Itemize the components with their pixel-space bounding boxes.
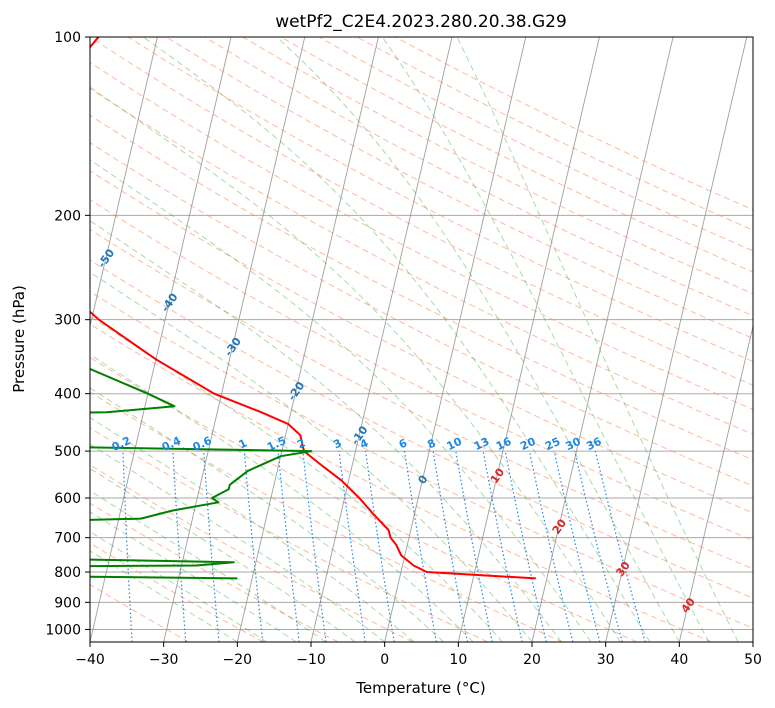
dewpoint-line bbox=[90, 367, 313, 580]
isotherm-line bbox=[90, 37, 232, 642]
isotherm-line bbox=[605, 37, 748, 642]
y-tick-label: 300 bbox=[54, 313, 81, 329]
moist-adiabat-line bbox=[90, 490, 326, 642]
profile-lines bbox=[90, 37, 536, 580]
y-tick-label: 800 bbox=[54, 565, 81, 581]
mixing-ratio-line bbox=[302, 451, 327, 642]
x-tick-label: 40 bbox=[670, 652, 688, 668]
mixing-ratio-line bbox=[528, 450, 574, 642]
mixing-ratio-line bbox=[203, 451, 220, 642]
moist-adiabat-line bbox=[90, 416, 415, 642]
moist-adiabat-line bbox=[142, 37, 651, 642]
plot-area bbox=[90, 37, 753, 642]
y-axis-label: Pressure (hPa) bbox=[10, 285, 28, 393]
mixing-ratio-label: 16 bbox=[494, 435, 514, 453]
y-axis-ticks: 100 200 300 400 500 600 700 800 900 1000 bbox=[45, 30, 90, 638]
mixing-ratio-line bbox=[455, 450, 493, 642]
isotherm-grid bbox=[90, 37, 753, 642]
moist-adiabat-line bbox=[90, 86, 621, 642]
moist-adiabat-line bbox=[90, 387, 444, 642]
x-axis-label: Temperature (°C) bbox=[355, 679, 485, 697]
mixing-ratio-line bbox=[482, 450, 523, 642]
x-axis-ticks: −40 −30 −20 −10 0 10 20 30 40 50 bbox=[75, 642, 762, 668]
moist-adiabat-line bbox=[276, 37, 680, 642]
mixing-ratio-label: 36 bbox=[584, 435, 604, 453]
isobar-grid bbox=[90, 37, 753, 630]
plot-frame bbox=[89, 36, 754, 643]
x-tick-label: −30 bbox=[149, 652, 179, 668]
moist-adiabat-line bbox=[456, 37, 739, 642]
x-tick-label: 30 bbox=[597, 652, 615, 668]
moist-adiabat-line bbox=[90, 315, 503, 642]
y-tick-label: 500 bbox=[54, 444, 81, 460]
isotherm-line bbox=[163, 37, 306, 642]
mixing-ratio-line bbox=[243, 451, 264, 642]
isotherm-line bbox=[310, 37, 453, 642]
x-tick-label: −20 bbox=[223, 652, 253, 668]
dry-adiabat-line bbox=[204, 37, 753, 317]
dry-adiabat-line bbox=[90, 37, 753, 386]
y-tick-label: 200 bbox=[54, 208, 81, 224]
mixing-ratio-line bbox=[338, 451, 366, 642]
dry-adiabat-line bbox=[242, 37, 753, 295]
isotherm-line bbox=[90, 37, 158, 329]
mixing-ratio-label: 13 bbox=[472, 435, 491, 453]
dry-adiabat-line bbox=[90, 142, 753, 487]
dry-adiabat-line bbox=[127, 37, 753, 363]
moist-adiabat-line bbox=[381, 37, 710, 642]
y-tick-label: 900 bbox=[54, 595, 81, 611]
x-tick-label: −40 bbox=[75, 652, 105, 668]
temperature-line bbox=[90, 37, 536, 580]
moist-adiabat-line bbox=[90, 271, 533, 642]
y-tick-label: 1000 bbox=[45, 622, 81, 638]
x-tick-label: 10 bbox=[449, 652, 467, 668]
chart-title: wetPf2_C2E4.2023.280.20.38.G29 bbox=[275, 12, 567, 32]
mixing-ratio-label: 20 bbox=[518, 435, 538, 453]
dry-adiabat-line bbox=[90, 356, 638, 642]
isotherm-line bbox=[531, 37, 674, 642]
moist-adiabats bbox=[90, 37, 739, 642]
dry-adiabat-line bbox=[90, 114, 753, 461]
dry-adiabat-line bbox=[90, 170, 753, 514]
x-tick-label: −10 bbox=[296, 652, 326, 668]
x-tick-label: 20 bbox=[523, 652, 541, 668]
moist-adiabat-line bbox=[90, 220, 562, 642]
dry-adiabat-line bbox=[90, 323, 712, 642]
dry-adiabat-line bbox=[90, 199, 753, 542]
mixing-ratio-line bbox=[553, 450, 601, 642]
isotherm-line bbox=[236, 37, 379, 642]
mixing-ratio-line bbox=[504, 450, 547, 642]
x-tick-label: 50 bbox=[744, 652, 762, 668]
moist-adiabat-line bbox=[90, 159, 592, 642]
mixing-ratio-line bbox=[365, 451, 395, 642]
y-tick-label: 100 bbox=[54, 30, 81, 46]
moist-adiabat-line bbox=[90, 353, 474, 642]
mixing-ratio-line bbox=[574, 450, 623, 642]
dry-adiabat-line bbox=[90, 502, 339, 642]
x-tick-label: 0 bbox=[380, 652, 389, 668]
y-tick-label: 600 bbox=[54, 491, 81, 507]
moist-adiabat-line bbox=[90, 443, 386, 642]
y-tick-label: 700 bbox=[54, 531, 81, 547]
isotherm-line bbox=[678, 324, 753, 642]
mixing-ratio-lines bbox=[122, 450, 646, 642]
isotherm-line bbox=[457, 37, 600, 642]
mixing-ratio-label: 30 bbox=[563, 435, 583, 453]
mixing-ratio-label: 25 bbox=[543, 435, 562, 453]
mixing-ratio-label: 10 bbox=[445, 435, 465, 453]
dry-adiabat-line bbox=[90, 584, 190, 642]
isotherm-line bbox=[384, 37, 527, 642]
dry-adiabat-line bbox=[90, 259, 753, 599]
mixing-ratio-line bbox=[277, 451, 300, 642]
y-tick-label: 400 bbox=[54, 387, 81, 403]
moist-adiabat-line bbox=[90, 467, 356, 642]
